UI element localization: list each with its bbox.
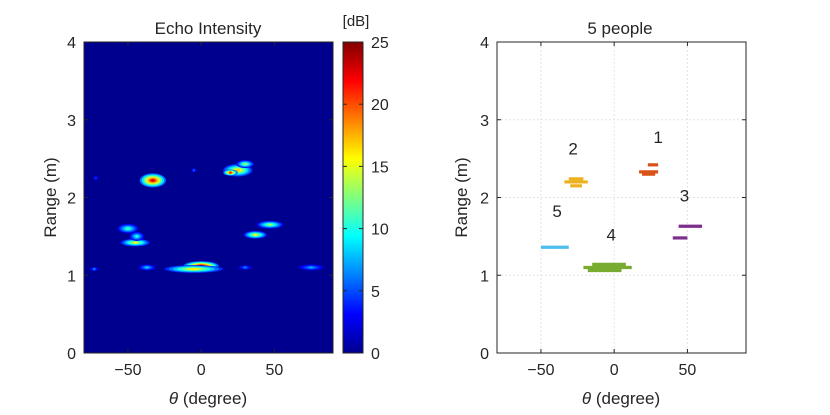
heatmap-hotspot <box>229 171 232 174</box>
colorbar-tick-label: 20 <box>371 97 389 114</box>
y-axis-label: Range (m) <box>41 157 60 237</box>
y-axis-ticks: 0 1 2 3 4 <box>67 35 333 363</box>
x-axis-ticks: −50 0 50 <box>527 42 696 379</box>
x-tick-label: 50 <box>266 362 284 379</box>
heatmap-hotspot <box>189 267 199 271</box>
person-4-label: 4 <box>607 225 616 244</box>
colorbar-tick-label: 10 <box>371 222 389 239</box>
colorbar-ticks: 0 5 10 15 20 25 <box>343 35 389 363</box>
heatmap-hotspot <box>253 233 258 237</box>
y-tick-label: 1 <box>480 268 489 285</box>
heatmap-hotspot <box>309 266 313 269</box>
y-tick-label: 4 <box>67 35 76 52</box>
person-2-label: 2 <box>568 140 577 159</box>
colorbar-tick-label: 25 <box>371 35 389 52</box>
colorbar: [dB] 0 5 10 15 20 25 <box>342 13 389 363</box>
person-markers <box>540 163 703 273</box>
person-3-label: 3 <box>680 186 689 205</box>
chart-title: 5 people <box>587 19 652 38</box>
x-tick-label: 0 <box>610 362 619 379</box>
y-tick-label: 3 <box>67 113 76 130</box>
x-axis-ticks: −50 0 50 <box>114 42 283 379</box>
heatmap-hotspot <box>268 223 272 226</box>
heatmap-hotspot <box>243 162 247 166</box>
people-panel: 5 people 1 2 3 4 5 −50 0 50 0 1 2 3 4 θ (degree) R… <box>452 19 747 408</box>
heatmap-hotspots <box>89 160 325 273</box>
y-axis-ticks: 0 1 2 3 4 <box>480 35 746 363</box>
y-tick-label: 3 <box>480 113 489 130</box>
y-axis-label: Range (m) <box>452 157 471 237</box>
heatmap-hotspot <box>135 235 138 238</box>
heatmap-hotspot <box>150 179 155 182</box>
colorbar-unit-label: [dB] <box>343 13 370 30</box>
person-1-label: 1 <box>653 128 662 147</box>
y-tick-label: 0 <box>67 346 76 363</box>
heatmap-hotspot <box>93 267 96 271</box>
x-tick-label: 0 <box>197 362 206 379</box>
y-tick-label: 2 <box>67 191 76 208</box>
heatmap-hotspot <box>243 266 247 269</box>
heatmap-hotspot <box>145 266 149 269</box>
heatmap-hotspot <box>235 169 240 172</box>
heatmap-hotspot <box>192 169 196 172</box>
x-axis-label: θ (degree) <box>169 389 247 408</box>
heatmap-hotspot <box>94 176 97 180</box>
x-tick-label: −50 <box>114 362 141 379</box>
person-5-label: 5 <box>552 202 561 221</box>
y-tick-label: 2 <box>480 191 489 208</box>
colorbar-tick-label: 15 <box>371 159 389 176</box>
x-tick-label: −50 <box>527 362 554 379</box>
x-tick-label: 50 <box>679 362 697 379</box>
colorbar-gradient <box>342 41 364 354</box>
chart-title: Echo Intensity <box>155 19 262 38</box>
y-tick-label: 0 <box>480 346 489 363</box>
heatmap-hotspot <box>133 241 138 244</box>
heatmap-hotspot <box>126 227 130 230</box>
heatmap-background <box>84 42 333 353</box>
x-axis-label: θ (degree) <box>582 389 660 408</box>
y-tick-label: 1 <box>67 268 76 285</box>
y-tick-label: 4 <box>480 35 489 52</box>
colorbar-tick-label: 5 <box>371 284 380 301</box>
person-labels: 1 2 3 4 5 <box>552 128 689 244</box>
colorbar-tick-label: 0 <box>371 346 380 363</box>
